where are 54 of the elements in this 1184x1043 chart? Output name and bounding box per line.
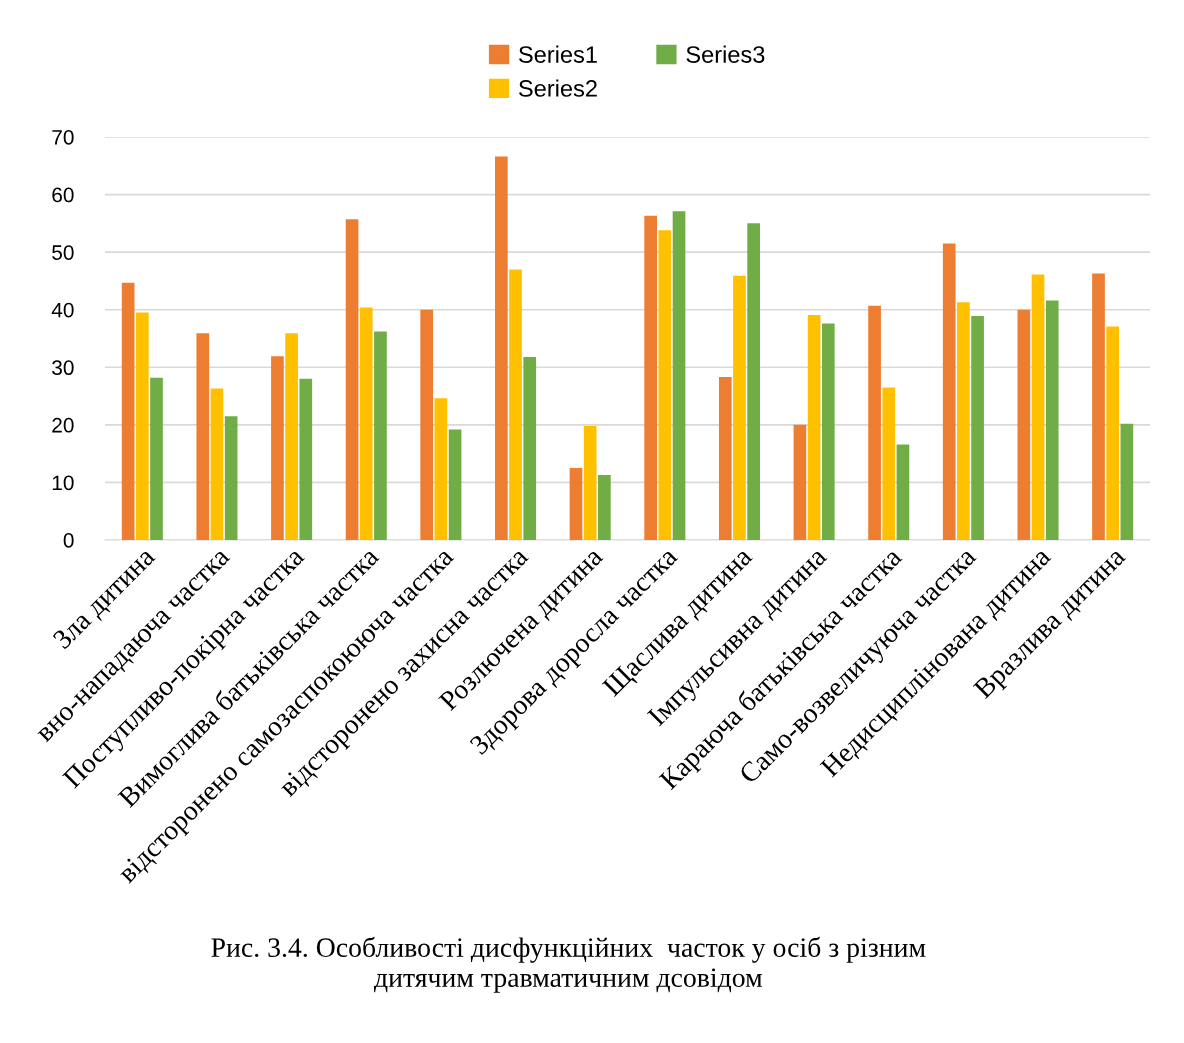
y-tick-label: 70 <box>52 130 74 145</box>
bar <box>434 398 448 540</box>
bar <box>345 219 359 540</box>
bar <box>747 223 760 540</box>
bar <box>420 309 434 540</box>
bar <box>121 282 135 540</box>
bar <box>583 426 597 540</box>
bar <box>299 378 313 540</box>
bar <box>896 444 910 540</box>
bar <box>1045 300 1059 540</box>
bar <box>285 333 298 540</box>
bar <box>569 468 583 540</box>
y-tick-label: 60 <box>52 187 74 203</box>
bar <box>210 388 224 540</box>
legend-label: Series3 <box>686 45 765 63</box>
bar <box>942 243 956 540</box>
bar <box>882 387 896 540</box>
bar <box>1120 423 1134 540</box>
bar <box>672 211 686 540</box>
bar <box>271 356 284 540</box>
bar <box>868 305 881 540</box>
bar <box>448 429 462 540</box>
bar <box>658 230 672 540</box>
legend-label: Series1 <box>519 45 597 63</box>
bar <box>793 424 807 540</box>
bar <box>1031 274 1045 540</box>
bar <box>1017 309 1031 540</box>
y-tick-label: 40 <box>51 302 74 318</box>
bar <box>598 474 611 540</box>
y-tick-label: 10 <box>52 475 74 491</box>
legend-label: Series2 <box>519 79 597 97</box>
bar <box>971 316 984 540</box>
bar <box>150 377 163 540</box>
bar <box>196 333 210 540</box>
y-tick-label: 20 <box>52 417 74 433</box>
bar <box>523 356 537 540</box>
y-tick-label: 50 <box>52 245 74 260</box>
bar <box>718 377 732 540</box>
bar <box>957 302 970 540</box>
bar <box>644 215 657 540</box>
y-tick-label: 0 <box>63 533 74 548</box>
text: Рис. 3.4. Особливості дисфункційних часток у осіб з різним дитячим травматичним дсовідом <box>211 936 926 993</box>
y-tick-label: 30 <box>52 360 74 376</box>
bar <box>1106 326 1120 540</box>
bar <box>733 275 746 540</box>
bar <box>807 314 821 540</box>
bar <box>821 323 835 540</box>
bar <box>1092 273 1105 540</box>
bar <box>359 307 373 540</box>
bar <box>495 156 508 540</box>
bar <box>509 269 522 540</box>
bar <box>374 331 387 540</box>
bar <box>224 416 238 540</box>
bar <box>135 312 149 540</box>
